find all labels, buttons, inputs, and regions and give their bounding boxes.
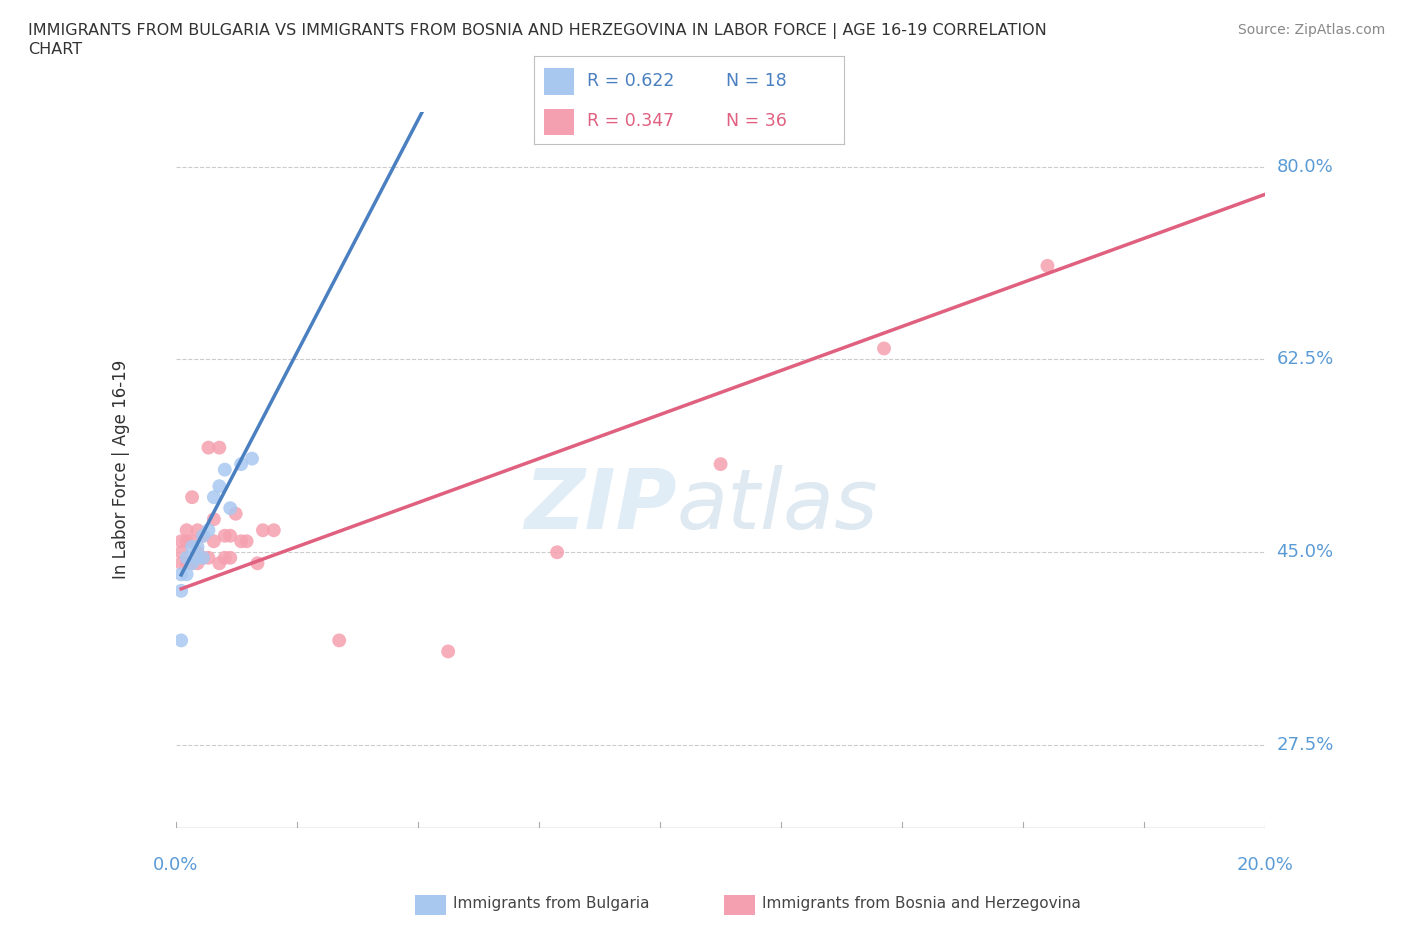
Text: In Labor Force | Age 16-19: In Labor Force | Age 16-19 xyxy=(112,360,131,579)
Point xyxy=(197,440,219,455)
Point xyxy=(181,534,204,549)
Text: IMMIGRANTS FROM BULGARIA VS IMMIGRANTS FROM BOSNIA AND HERZEGOVINA IN LABOR FORC: IMMIGRANTS FROM BULGARIA VS IMMIGRANTS F… xyxy=(28,23,1047,57)
Point xyxy=(202,512,225,526)
Point xyxy=(208,440,231,455)
Point xyxy=(202,534,225,549)
Point xyxy=(186,551,209,565)
Text: 45.0%: 45.0% xyxy=(1277,543,1333,562)
Point xyxy=(170,633,193,648)
Point xyxy=(328,633,350,648)
Point xyxy=(225,506,247,521)
Point xyxy=(240,451,263,466)
Point xyxy=(191,528,214,543)
Point xyxy=(873,341,896,356)
Point xyxy=(186,545,209,560)
Text: 0.0%: 0.0% xyxy=(153,857,198,874)
Text: ZIP: ZIP xyxy=(524,465,678,546)
Point xyxy=(176,551,198,565)
Point xyxy=(197,523,219,538)
Point xyxy=(186,523,209,538)
Point xyxy=(176,567,198,582)
Text: 20.0%: 20.0% xyxy=(1237,857,1294,874)
Point xyxy=(181,556,204,571)
Point xyxy=(263,523,285,538)
Point xyxy=(176,534,198,549)
Point xyxy=(202,490,225,505)
Point xyxy=(186,539,209,554)
Point xyxy=(170,534,193,549)
Point xyxy=(231,457,253,472)
Text: atlas: atlas xyxy=(678,465,879,546)
Point xyxy=(1036,259,1059,273)
Text: Immigrants from Bulgaria: Immigrants from Bulgaria xyxy=(453,897,650,911)
Point xyxy=(197,551,219,565)
Point xyxy=(170,567,193,582)
Point xyxy=(170,545,193,560)
Text: 80.0%: 80.0% xyxy=(1277,158,1333,176)
Point xyxy=(181,490,204,505)
Point xyxy=(231,534,253,549)
Point xyxy=(170,583,193,598)
Point xyxy=(710,457,733,472)
Point xyxy=(208,479,231,494)
Point xyxy=(181,556,204,571)
Point xyxy=(191,551,214,565)
Point xyxy=(176,556,198,571)
Point xyxy=(191,551,214,565)
Point xyxy=(214,528,236,543)
Point xyxy=(219,500,242,515)
Text: Immigrants from Bosnia and Herzegovina: Immigrants from Bosnia and Herzegovina xyxy=(762,897,1081,911)
Point xyxy=(437,644,460,658)
Text: R = 0.347: R = 0.347 xyxy=(586,113,673,130)
Point xyxy=(219,551,242,565)
Point xyxy=(170,556,193,571)
Point xyxy=(546,545,568,560)
Text: Source: ZipAtlas.com: Source: ZipAtlas.com xyxy=(1237,23,1385,37)
Point xyxy=(208,556,231,571)
Text: N = 18: N = 18 xyxy=(725,72,787,89)
Point xyxy=(235,534,257,549)
Point xyxy=(176,523,198,538)
Point xyxy=(219,528,242,543)
Point xyxy=(191,528,214,543)
Point xyxy=(214,462,236,477)
Text: N = 36: N = 36 xyxy=(725,113,787,130)
Point xyxy=(214,551,236,565)
Point xyxy=(252,523,274,538)
Point xyxy=(186,556,209,571)
Text: 27.5%: 27.5% xyxy=(1277,736,1334,754)
FancyBboxPatch shape xyxy=(544,68,575,95)
Point xyxy=(246,556,269,571)
Text: 62.5%: 62.5% xyxy=(1277,351,1333,368)
Point xyxy=(181,539,204,554)
Text: R = 0.622: R = 0.622 xyxy=(586,72,675,89)
FancyBboxPatch shape xyxy=(544,109,575,136)
